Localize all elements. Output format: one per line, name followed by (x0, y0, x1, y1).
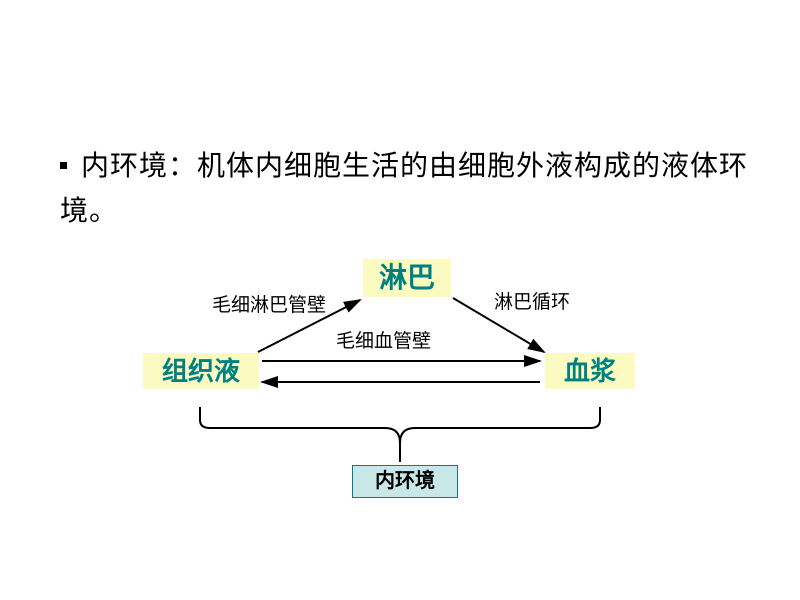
arrow-left-to-top (258, 300, 360, 352)
arrow-top-to-right (453, 298, 544, 352)
diagram-arrows (0, 0, 800, 600)
brace (200, 407, 600, 443)
